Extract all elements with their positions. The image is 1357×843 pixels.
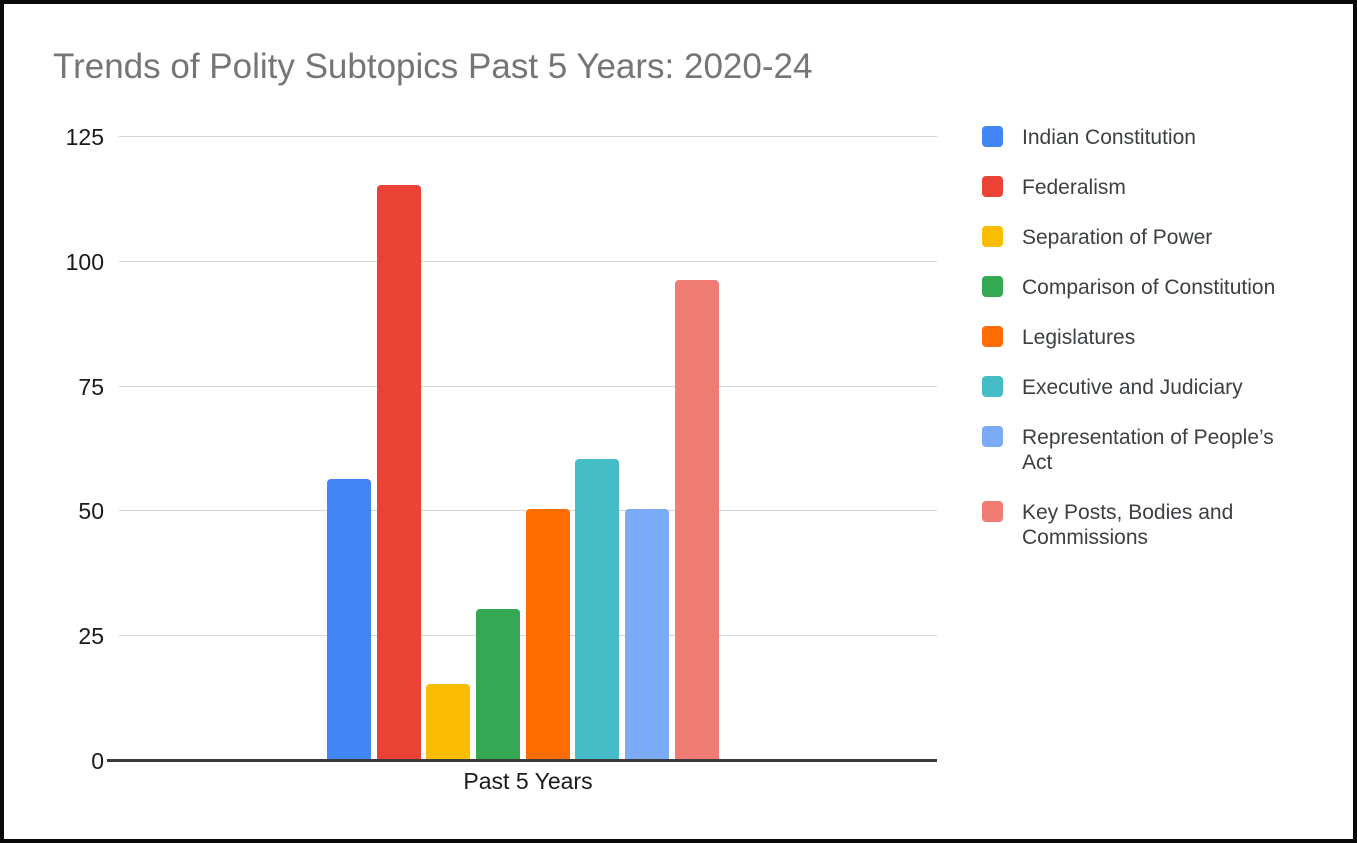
gridline-75 xyxy=(119,385,937,387)
y-tick-label-50: 50 xyxy=(78,498,104,525)
legend-item-federalism[interactable]: Federalism xyxy=(982,175,1332,200)
legend-label: Legislatures xyxy=(1022,326,1136,349)
legend-label: Federalism xyxy=(1022,176,1126,199)
legend-label: Executive and Judiciary xyxy=(1022,376,1243,399)
y-tick-label-25: 25 xyxy=(78,623,104,650)
bar-key-posts-bodies-and-commissions[interactable] xyxy=(675,280,719,759)
legend-item-legislatures[interactable]: Legislatures xyxy=(982,325,1332,350)
legend-swatch-icon xyxy=(982,226,1003,247)
bar-indian-constitution[interactable] xyxy=(327,479,371,759)
x-axis-label: Past 5 Years xyxy=(463,768,593,794)
bar-representation-of-people-s-act[interactable] xyxy=(625,509,669,759)
y-tick-label-125: 125 xyxy=(65,124,104,150)
legend-item-separation-of-power[interactable]: Separation of Power xyxy=(982,225,1332,250)
legend-label: Indian Constitution xyxy=(1022,126,1196,149)
legend-swatch-icon xyxy=(982,276,1003,297)
legend: Indian Constitution Federalism Separation … xyxy=(982,125,1332,550)
legend-item-executive-and-judiciary[interactable]: Executive and Judiciary xyxy=(982,375,1332,400)
y-tick-label-0: 0 xyxy=(91,748,104,774)
legend-item-representation-of-people-s-act[interactable]: Representation of People’s Act xyxy=(982,425,1332,475)
x-axis-line xyxy=(107,759,937,762)
plot-area xyxy=(107,136,937,762)
legend-swatch-icon xyxy=(982,326,1003,347)
bar-separation-of-power[interactable] xyxy=(426,684,470,759)
y-tick-label-75: 75 xyxy=(78,373,104,400)
legend-item-comparison-of-constitution[interactable]: Comparison of Constitution xyxy=(982,275,1332,300)
legend-swatch-icon xyxy=(982,126,1003,147)
legend-label: Comparison of Constitution xyxy=(1022,276,1276,299)
legend-swatch-icon xyxy=(982,501,1003,522)
legend-label: Separation of Power xyxy=(1022,226,1213,249)
legend-swatch-icon xyxy=(982,376,1003,397)
legend-item-key-posts-bodies-and-commissions[interactable]: Key Posts, Bodies and Commissions xyxy=(982,500,1332,550)
legend-swatch-icon xyxy=(982,426,1003,447)
bar-comparison-of-constitution[interactable] xyxy=(476,609,520,759)
bar-federalism[interactable] xyxy=(377,185,421,759)
bar-legislatures[interactable] xyxy=(526,509,570,759)
legend-swatch-icon xyxy=(982,176,1003,197)
y-tick-label-100: 100 xyxy=(65,248,104,275)
legend-item-indian-constitution[interactable]: Indian Constitution xyxy=(982,125,1332,150)
gridline-125 xyxy=(119,136,937,137)
gridline-100 xyxy=(119,260,937,262)
legend-label: Key Posts, Bodies and Commissions xyxy=(1022,501,1234,549)
legend-label: Representation of People’s Act xyxy=(1022,426,1274,474)
chart-title: Trends of Polity Subtopics Past 5 Years:… xyxy=(53,47,813,86)
bar-executive-and-judiciary[interactable] xyxy=(575,459,619,759)
